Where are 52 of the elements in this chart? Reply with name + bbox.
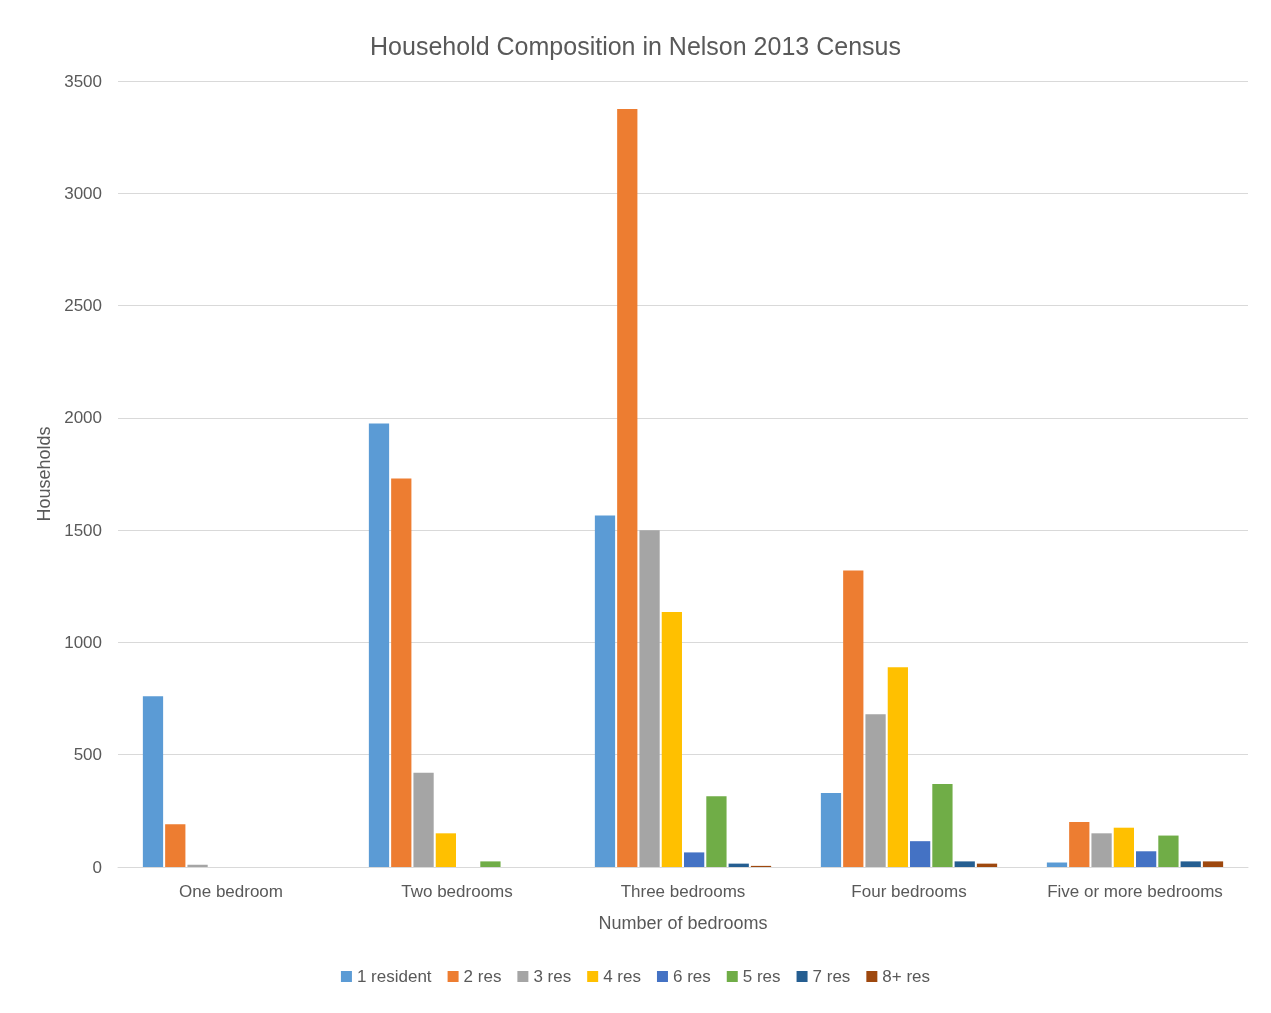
bar — [1136, 851, 1157, 867]
bar — [684, 852, 705, 867]
legend-label: 6 res — [672, 967, 711, 986]
legend-label: 7 res — [812, 967, 851, 986]
y-tick-label: 0 — [92, 857, 102, 877]
bar — [843, 570, 864, 867]
y-tick-label: 3000 — [64, 183, 102, 203]
legend-label: 4 res — [603, 967, 641, 986]
bar — [480, 861, 501, 867]
bar — [1069, 822, 1090, 867]
bar — [1180, 861, 1201, 867]
y-tick-label: 2500 — [64, 296, 102, 316]
bar — [1202, 861, 1224, 867]
y-tick-label: 3500 — [64, 71, 102, 91]
legend-label: 8+ res — [882, 967, 931, 986]
chart-title: Household Composition in Nelson 2013 Census — [370, 31, 901, 60]
x-tick-label: Two bedrooms — [401, 882, 513, 901]
bar — [617, 109, 638, 867]
bar — [391, 478, 412, 867]
y-axis-title: Households — [34, 426, 55, 522]
bar — [887, 667, 908, 867]
x-tick-label: Three bedrooms — [620, 882, 746, 901]
x-tick-label: Four bedrooms — [851, 882, 967, 901]
bar — [187, 864, 208, 867]
y-tick-label: 1500 — [64, 520, 102, 540]
bar — [661, 612, 682, 867]
bar — [639, 530, 660, 867]
bar — [413, 772, 434, 867]
bar — [165, 824, 186, 867]
bar — [1091, 833, 1112, 867]
legend-label: 5 res — [742, 967, 781, 986]
bar — [1113, 827, 1134, 867]
bar — [594, 515, 616, 867]
bar — [865, 714, 886, 867]
bar — [820, 792, 842, 867]
y-tick-label: 2000 — [64, 408, 102, 428]
y-tick-label: 500 — [73, 745, 102, 765]
legend-label: 3 res — [533, 967, 572, 986]
x-tick-label: Five or more bedrooms — [1047, 882, 1223, 901]
legend-label: 1 resident — [356, 967, 432, 986]
x-axis-title: Number of bedrooms — [598, 913, 768, 933]
y-tick-label: 1000 — [64, 632, 102, 652]
legend-label: 2 res — [463, 967, 502, 986]
bar — [435, 833, 456, 867]
bar — [142, 696, 164, 867]
bar — [910, 841, 931, 867]
bar — [954, 861, 975, 867]
x-tick-label: One bedroom — [179, 882, 283, 901]
bar — [706, 796, 727, 867]
bar — [1158, 835, 1179, 867]
bar — [932, 783, 953, 867]
bar — [368, 423, 390, 867]
